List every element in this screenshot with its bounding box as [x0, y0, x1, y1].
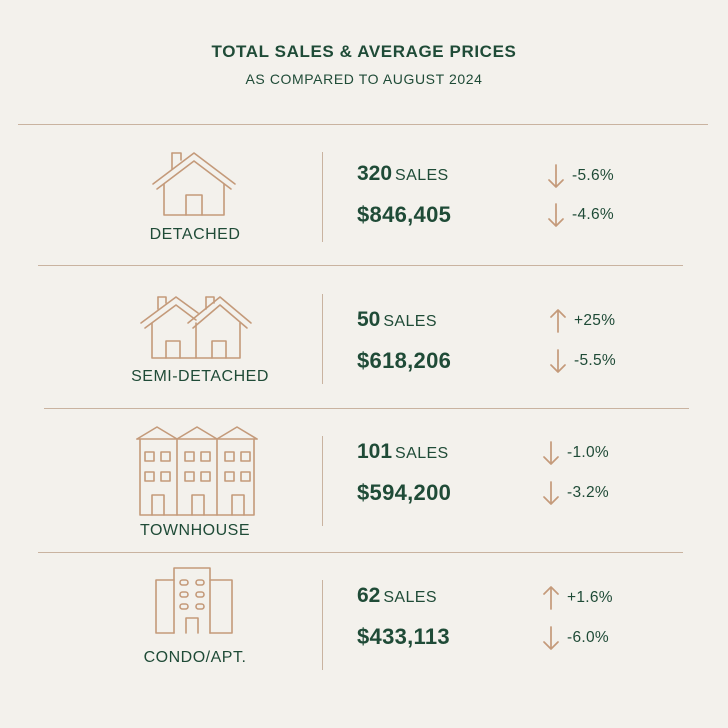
- sales-count-value: 101: [357, 440, 393, 463]
- price-change: -5.5%: [550, 348, 616, 374]
- price-change: -4.6%: [548, 202, 614, 228]
- sales-change-value: -1.0%: [567, 444, 609, 461]
- divider-1: [38, 265, 683, 266]
- row-label-semi-detached: SEMI-DETACHED: [131, 368, 269, 385]
- sales-count-value: 62: [357, 584, 381, 607]
- arrow-down-icon: [550, 349, 566, 373]
- average-price: $846,405: [357, 202, 452, 227]
- divider-2: [44, 408, 689, 409]
- average-price: $594,200: [357, 480, 452, 505]
- arrow-down-icon: [543, 626, 559, 650]
- row-divider-vertical: [322, 152, 323, 242]
- row-divider-vertical: [322, 580, 323, 670]
- sales-count: 101 SALES: [357, 440, 449, 464]
- average-price: $618,206: [357, 348, 452, 373]
- sales-change-value: +1.6%: [567, 589, 613, 606]
- sales-change: +25%: [550, 308, 615, 334]
- sales-change-value: +25%: [574, 312, 616, 329]
- semi-detached-houses-icon: [138, 291, 254, 363]
- arrow-down-icon: [548, 164, 564, 188]
- condo-building-icon: [152, 566, 236, 636]
- price-change-value: -4.6%: [572, 206, 614, 223]
- sales-count: 320 SALES: [357, 162, 449, 186]
- sales-change: -1.0%: [543, 440, 609, 466]
- divider-3: [38, 552, 683, 553]
- sales-change-value: -5.6%: [572, 167, 614, 184]
- sales-count-value: 50: [357, 308, 381, 331]
- sales-count: 62 SALES: [357, 584, 437, 608]
- row-label-townhouse: TOWNHOUSE: [140, 522, 250, 539]
- sales-change: +1.6%: [543, 585, 613, 611]
- divider-top: [18, 124, 708, 125]
- single-house-icon: [150, 147, 238, 219]
- sales-unit: SALES: [383, 313, 437, 330]
- sales-change: -5.6%: [548, 163, 614, 189]
- row-divider-vertical: [322, 436, 323, 526]
- sales-count-value: 320: [357, 162, 393, 185]
- price-change-value: -3.2%: [567, 484, 609, 501]
- sales-count: 50 SALES: [357, 308, 437, 332]
- sales-unit: SALES: [395, 167, 449, 184]
- arrow-up-icon: [543, 586, 559, 610]
- price-change: -3.2%: [543, 480, 609, 506]
- arrow-down-icon: [548, 203, 564, 227]
- row-divider-vertical: [322, 294, 323, 384]
- average-price: $433,113: [357, 624, 450, 649]
- arrow-up-icon: [550, 309, 566, 333]
- sales-unit: SALES: [395, 445, 449, 462]
- row-label-condo: CONDO/APT.: [143, 649, 247, 666]
- price-change-value: -6.0%: [567, 629, 609, 646]
- page-title: TOTAL SALES & AVERAGE PRICES: [211, 42, 517, 61]
- arrow-down-icon: [543, 441, 559, 465]
- price-change-value: -5.5%: [574, 352, 616, 369]
- page-subtitle: AS COMPARED TO AUGUST 2024: [245, 71, 483, 87]
- row-label-detached: DETACHED: [149, 226, 241, 243]
- price-change: -6.0%: [543, 625, 609, 651]
- sales-unit: SALES: [383, 589, 437, 606]
- arrow-down-icon: [543, 481, 559, 505]
- townhouse-icon: [136, 425, 260, 517]
